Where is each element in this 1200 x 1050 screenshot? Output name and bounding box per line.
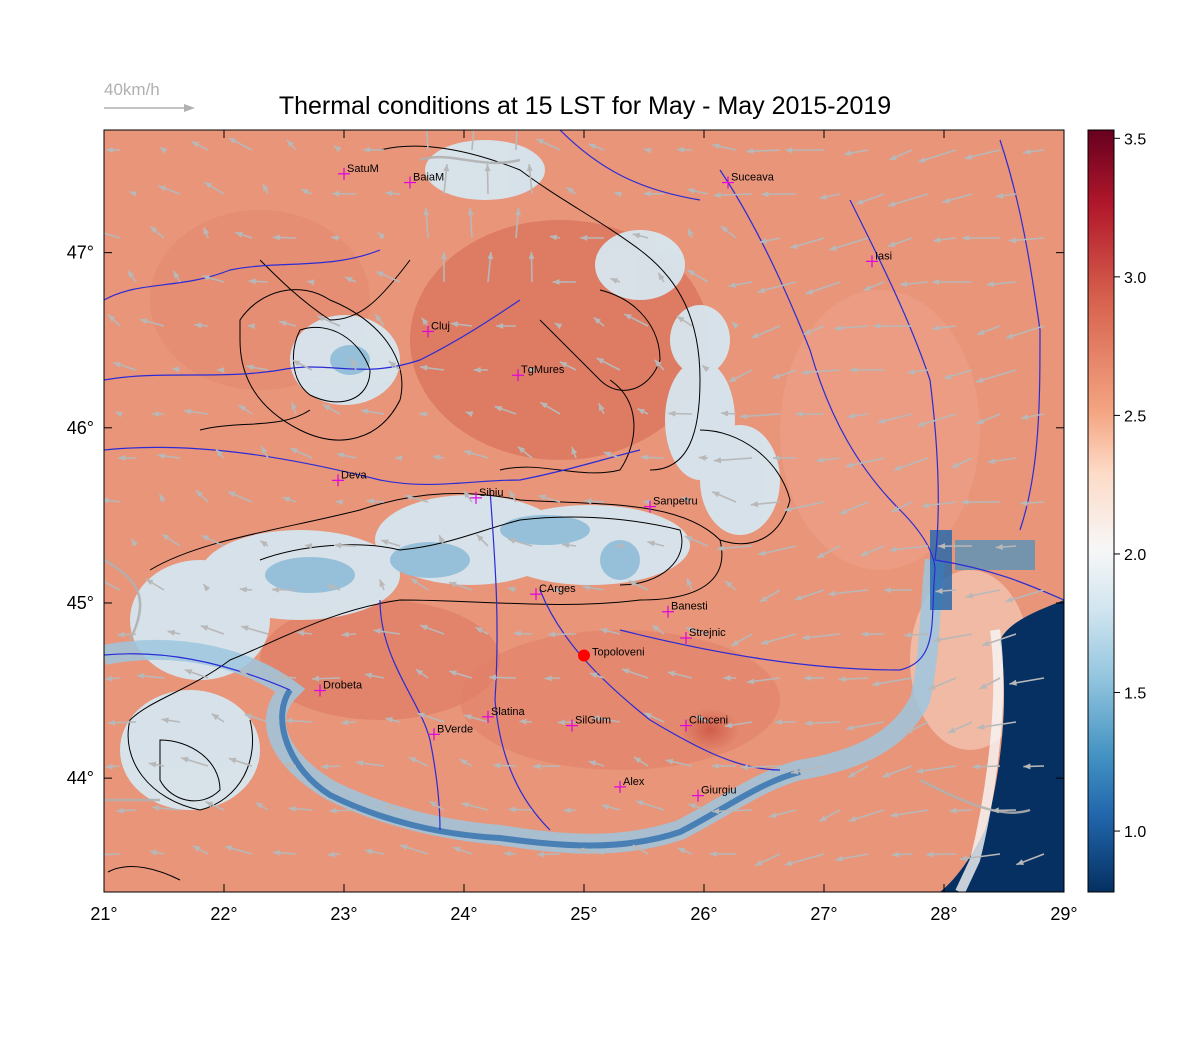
station-label: Topoloveni	[592, 647, 645, 659]
station-banesti[interactable]: Banesti	[662, 601, 708, 618]
station-label: CArges	[539, 583, 576, 595]
station-sanpetru[interactable]: Sanpetru	[644, 496, 698, 513]
station-topoloveni[interactable]: Topoloveni	[578, 647, 645, 662]
lat-tick-label: 44°	[67, 768, 94, 788]
lat-tick-label: 46°	[67, 418, 94, 438]
wind-scale-arrow	[104, 104, 195, 112]
station-tgmures[interactable]: TgMures	[512, 364, 565, 382]
lat-tick-label: 45°	[67, 593, 94, 613]
station-slatina[interactable]: Slatina	[482, 706, 526, 723]
station-carges[interactable]: CArges	[530, 583, 576, 601]
station-drobeta[interactable]: Drobeta	[314, 680, 363, 697]
map-panel: SatuM BaiaM Suceava Iasi Cluj TgMures Deva Sibi…	[104, 130, 1064, 892]
station-highlight-dot	[578, 649, 590, 662]
station-label: Suceava	[731, 172, 775, 184]
station-label: Strejnic	[689, 627, 726, 639]
station-label: BVerde	[437, 723, 473, 735]
lon-tick-label: 23°	[330, 904, 357, 924]
station-label: Cluj	[431, 320, 450, 332]
station-label: Clinceni	[689, 715, 728, 727]
station-clinceni[interactable]: Clinceni	[680, 715, 728, 732]
wind-scale-label: 40km/h	[104, 80, 160, 99]
station-sibiu[interactable]: Sibiu	[470, 487, 503, 504]
colorbar-tick-label: 2.5	[1124, 408, 1146, 425]
lon-tick-label: 26°	[690, 904, 717, 924]
station-label: BaiaM	[413, 172, 444, 184]
lat-tick-label: 47°	[67, 243, 94, 263]
lon-tick-label: 21°	[90, 904, 117, 924]
map-title: Thermal conditions at 15 LST for May - M…	[278, 92, 892, 120]
station-suceava[interactable]: Suceava	[722, 172, 775, 189]
lon-tick-label: 24°	[450, 904, 477, 924]
longitude-ticks: 21° 22° 23° 24° 25° 26° 27° 28° 29°	[90, 130, 1078, 924]
lon-tick-label: 29°	[1050, 904, 1077, 924]
station-label: Alex	[623, 776, 645, 788]
latitude-ticks: 47° 46° 45° 44°	[67, 243, 1064, 788]
station-markers: SatuM BaiaM Suceava Iasi Cluj TgMures Deva Sibi…	[314, 163, 892, 802]
lon-tick-label: 22°	[210, 904, 237, 924]
station-bverde[interactable]: BVerde	[428, 723, 473, 741]
colorbar-ticks: 3.5 3.0 2.5 2.0 1.5 1.0	[1114, 131, 1146, 841]
station-label: Slatina	[491, 706, 526, 718]
colorbar: 3.5 3.0 2.5 2.0 1.5 1.0	[1087, 129, 1146, 893]
station-label: Drobeta	[323, 680, 363, 692]
colorbar-tick-label: 2.0	[1124, 547, 1146, 564]
station-label: SilGum	[575, 715, 611, 727]
colorbar-tick-label: 3.5	[1124, 131, 1146, 148]
station-label: Banesti	[671, 601, 708, 613]
station-label: Iasi	[875, 250, 892, 262]
station-label: Deva	[341, 469, 368, 481]
station-cluj[interactable]: Cluj	[422, 320, 450, 338]
station-deva[interactable]: Deva	[332, 469, 368, 487]
station-strejnic[interactable]: Strejnic	[680, 627, 726, 644]
station-silgum[interactable]: SilGum	[566, 715, 611, 732]
colorbar-tick-label: 1.5	[1124, 685, 1146, 702]
station-baiam[interactable]: BaiaM	[404, 172, 444, 189]
station-label: SatuM	[347, 163, 379, 175]
lon-tick-label: 28°	[930, 904, 957, 924]
lon-tick-label: 25°	[570, 904, 597, 924]
station-giurgiu[interactable]: Giurgiu	[692, 785, 736, 802]
colorbar-tick-label: 3.0	[1124, 270, 1146, 287]
station-label: Sanpetru	[653, 496, 698, 508]
station-satum[interactable]: SatuM	[338, 163, 379, 180]
colorbar-tick-label: 1.0	[1124, 824, 1146, 841]
station-label: Giurgiu	[701, 785, 736, 797]
station-label: Sibiu	[479, 487, 503, 499]
lon-tick-label: 27°	[810, 904, 837, 924]
wind-vectors	[104, 130, 1045, 867]
station-iasi[interactable]: Iasi	[866, 250, 892, 268]
station-label: TgMures	[521, 364, 565, 376]
station-alex[interactable]: Alex	[614, 776, 645, 793]
